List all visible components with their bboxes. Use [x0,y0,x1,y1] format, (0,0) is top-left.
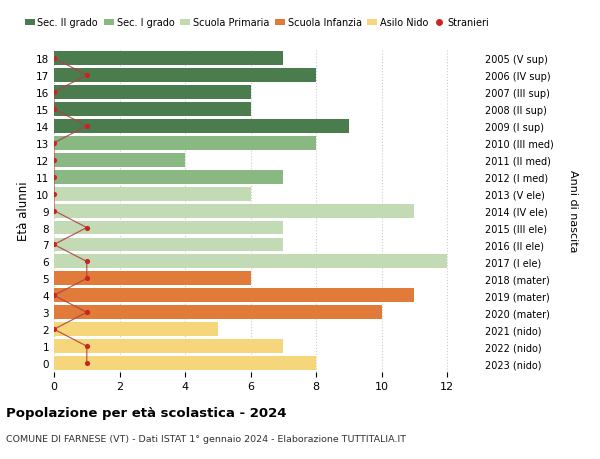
Point [49,241,59,249]
Point [82,123,92,130]
Bar [54,272,251,285]
Legend: Sec. II grado, Sec. I grado, Scuola Primaria, Scuola Infanzia, Asilo Nido, Stran: Sec. II grado, Sec. I grado, Scuola Prim… [25,18,488,28]
Bar [54,356,316,370]
Point [82,360,92,367]
Y-axis label: Età alunni: Età alunni [17,181,31,241]
Bar [54,187,251,201]
Point [82,275,92,282]
Bar [54,238,283,252]
Point [49,190,59,198]
Bar [54,52,283,66]
Bar [54,103,251,117]
Bar [54,153,185,168]
Point [49,326,59,333]
Point [49,140,59,147]
Bar [54,204,415,218]
Point [49,106,59,113]
Bar [54,69,316,83]
Point [82,309,92,316]
Point [82,258,92,266]
Text: Popolazione per età scolastica - 2024: Popolazione per età scolastica - 2024 [6,406,287,419]
Y-axis label: Anni di nascita: Anni di nascita [568,170,577,252]
Bar [54,120,349,134]
Point [49,292,59,299]
Bar [54,137,316,151]
Bar [54,170,283,184]
Bar [54,340,283,353]
Point [49,55,59,62]
Point [49,157,59,164]
Bar [54,86,251,100]
Point [49,207,59,215]
Point [82,224,92,232]
Point [82,72,92,79]
Bar [54,323,218,336]
Point [82,343,92,350]
Text: COMUNE DI FARNESE (VT) - Dati ISTAT 1° gennaio 2024 - Elaborazione TUTTITALIA.IT: COMUNE DI FARNESE (VT) - Dati ISTAT 1° g… [6,434,406,443]
Point [49,89,59,96]
Bar [54,306,382,319]
Bar [54,289,415,302]
Bar [54,221,283,235]
Point [49,174,59,181]
Bar [54,255,447,269]
